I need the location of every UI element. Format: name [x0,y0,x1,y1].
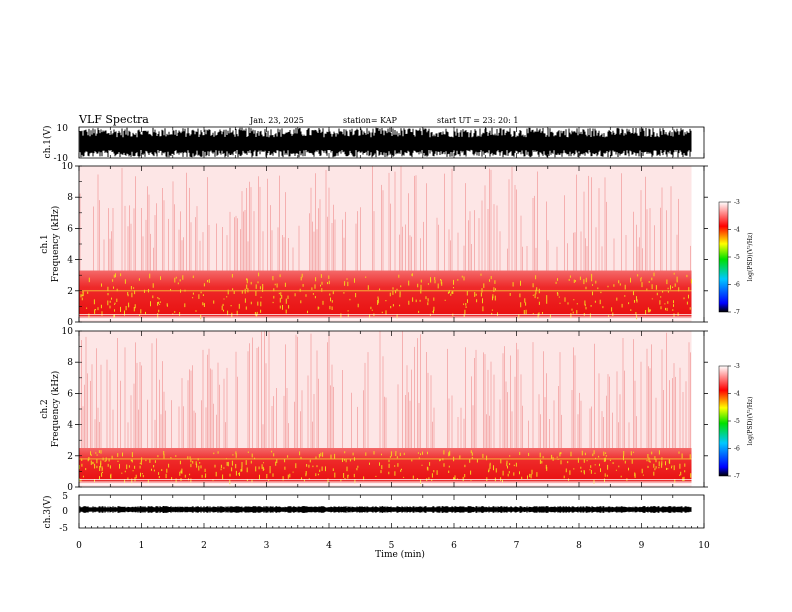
station-label: station= KAP [343,116,398,125]
ch2-spectrogram-ytick-label: 4 [67,421,73,431]
ch1-colorbar-tick-label: -7 [734,309,740,316]
ch2-colorbar-tick-label: -5 [734,418,740,425]
ch2-spectrogram-ytick-label: 10 [62,327,74,337]
x-tick-label: 9 [639,541,645,551]
ch1-colorbar-label: log(PSD)(V²/Hz) [747,233,754,282]
ch2-colorbar-tick-label: -7 [734,473,740,480]
ch1-spectrogram-ytick-label: 8 [67,193,73,203]
figure-title: VLF Spectra [78,113,149,126]
x-tick-label: 4 [326,541,332,551]
ch1-spectrogram-ytick-label: 4 [67,256,73,266]
ch1-colorbar-tick-label: -3 [734,199,740,206]
ch1-colorbar-tick-label: -4 [734,227,740,234]
ch3-ylabel: ch.3(V) [42,496,53,529]
ch3-ytick-top: 5 [62,492,68,502]
ch1-spectrogram-image [79,166,692,322]
ch1-spectrogram-ytick-label: 6 [67,224,73,234]
ch1-spectrogram-streaks [79,166,691,271]
ch1-spectrogram-ytick-label: 10 [62,162,74,172]
ch1-colorbar: -3 -4 -5 -6 -7 log(PSD)(V²/Hz) [718,199,754,316]
ch1-ytick-top: 10 [57,124,69,134]
x-tick-label: 5 [389,541,395,551]
x-tick-label: 8 [576,541,582,551]
ch2-spectrogram-intense-band [79,448,692,483]
ch2-spectrogram-ytick-label: 0 [67,483,73,493]
ch3-waveform-trace [79,506,692,513]
ch3-ytick-bottom: -5 [59,524,68,534]
ch3-waveform-panel: 5 0 -5 ch.3(V) [42,492,705,534]
ch1-colorbar-tick-label: -5 [734,254,740,261]
ch2-spectrogram-ylabel-line1: ch.2 [40,399,50,418]
ch2-spectrogram-low-freq-lines [79,479,692,486]
x-axis-tick-labels: 0 1 2 3 4 5 6 7 8 9 10 [76,541,710,551]
x-tick-label: 2 [201,541,207,551]
ch3-ytick-mid: 0 [62,507,68,517]
ch1-waveform-trace [79,127,692,158]
ch1-ylabel: ch.1(V) [42,126,53,159]
ch2-spectrogram-ytick-label: 8 [67,358,73,368]
x-tick-label: 10 [698,541,710,551]
ch1-spectrogram-ytick-label: 0 [67,318,73,328]
ch1-waveform-line [79,127,692,158]
ch1-colorbar-tick-label: -6 [734,282,740,289]
x-axis-label: Time (min) [375,549,425,560]
ch2-colorbar-tick-label: -6 [734,446,740,453]
ch3-waveform-line [79,506,692,513]
ch1-spectrogram-panel: 0 2 4 6 8 10 ch.1 Frequency (kHz) -3 -4 -5 -6 -7 … [40,162,754,328]
ch2-colorbar-label: log(PSD)(V²/Hz) [747,397,754,446]
ch1-ytick-bottom: -10 [54,154,69,164]
x-tick-label: 7 [514,541,520,551]
ch1-spectrogram-ylabel-line2: Frequency (kHz) [50,206,61,283]
ch1-spectrogram-ytick-label: 2 [67,287,73,297]
ch1-spectrogram-intense-band [79,270,692,318]
ch1-spectrogram-low-freq-lines [79,314,692,321]
ch2-spectrogram-panel: 0 2 4 6 8 10 ch.2 Frequency (kHz) -3 -4 -5 -6 -7 … [40,327,754,493]
date-label: Jan. 23, 2025 [249,116,304,125]
ch2-spectrogram-streaks [81,331,691,448]
ch2-spectrogram-ytick-label: 6 [67,389,73,399]
ch2-colorbar: -3 -4 -5 -6 -7 log(PSD)(V²/Hz) [718,363,754,480]
ch2-spectrogram-ylabel-line2: Frequency (kHz) [50,371,61,448]
x-tick-label: 6 [451,541,457,551]
ch2-colorbar-tick-label: -4 [734,391,740,398]
x-axis-ticks [78,127,705,528]
ch2-spectrogram-ytick-label: 2 [67,452,73,462]
ch1-spectrogram-ylabel-line1: ch.1 [40,234,50,253]
x-tick-marks [78,127,705,528]
start-time-label: start UT = 23: 20: 1 [437,116,518,125]
x-tick-label: 0 [76,541,82,551]
ch2-colorbar-tick-label: -3 [734,363,740,370]
ch2-spectrogram-image [79,331,692,487]
x-tick-label: 3 [264,541,270,551]
x-tick-label: 1 [139,541,145,551]
